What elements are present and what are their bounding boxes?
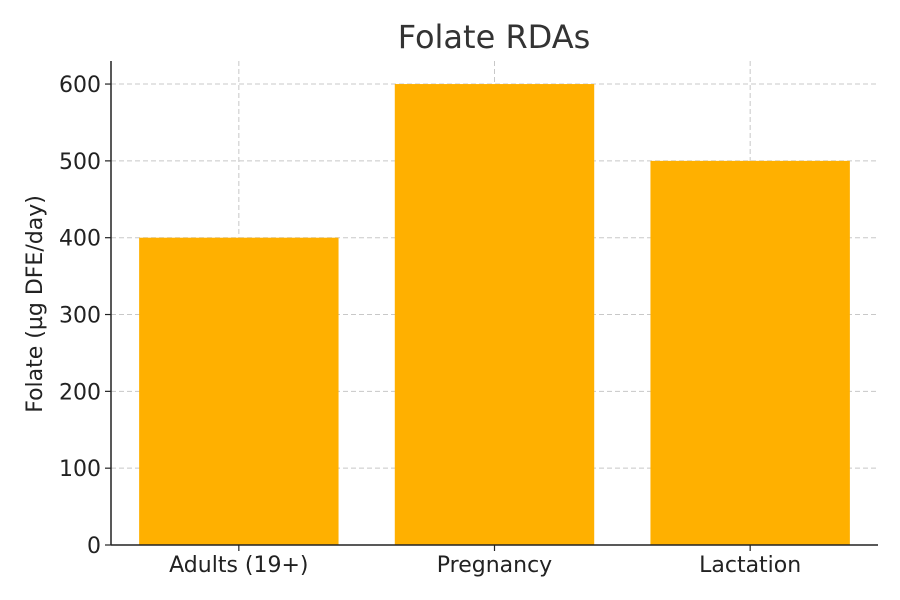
y-tick-label: 500 <box>59 150 101 175</box>
x-tick-label: Lactation <box>699 553 801 578</box>
y-axis-label: Folate (µg DFE/day) <box>23 195 48 413</box>
y-tick-label: 300 <box>59 304 101 329</box>
bar <box>139 237 339 545</box>
chart-title: Folate RDAs <box>398 18 591 56</box>
x-ticks: Adults (19+) Pregnancy Lactation <box>169 545 801 578</box>
x-tick-label: Adults (19+) <box>169 553 308 578</box>
y-ticks: 0 100 200 300 400 500 600 <box>59 73 111 559</box>
y-tick-label: 600 <box>59 73 101 98</box>
y-tick-label: 100 <box>59 457 101 482</box>
y-tick-label: 0 <box>87 534 101 559</box>
bar <box>650 160 850 545</box>
y-tick-label: 200 <box>59 380 101 405</box>
y-tick-label: 400 <box>59 227 101 252</box>
bars-layer <box>139 84 850 546</box>
bar <box>394 84 595 546</box>
x-tick-label: Pregnancy <box>437 553 552 578</box>
